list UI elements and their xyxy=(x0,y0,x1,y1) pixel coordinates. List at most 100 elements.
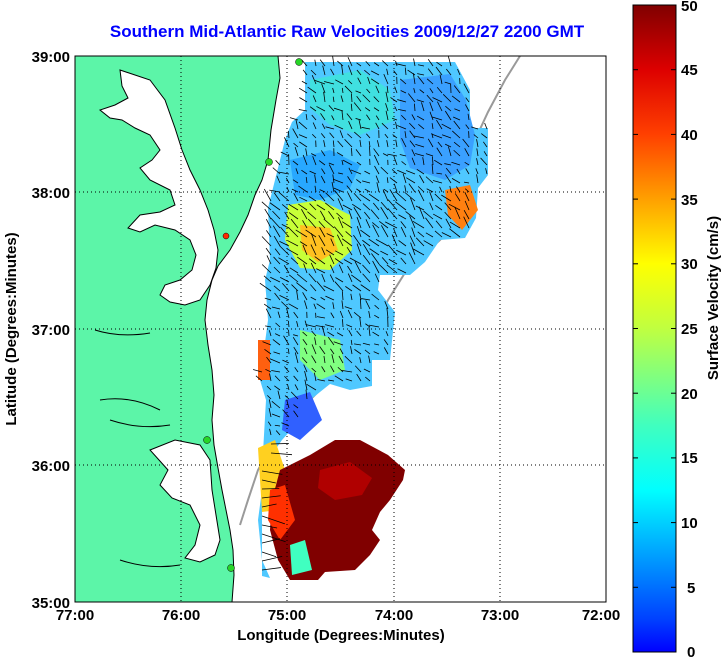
velocity-arrow xyxy=(353,207,362,220)
velocity-arrow xyxy=(464,161,470,166)
velocity-arrow xyxy=(369,248,380,256)
velocity-arrow xyxy=(387,208,398,220)
velocity-arrow xyxy=(432,156,434,166)
velocity-arrow xyxy=(400,221,407,229)
velocity-arrow xyxy=(464,104,470,112)
velocity-arrow xyxy=(359,139,362,148)
velocity-arrow xyxy=(339,348,344,355)
y-tick-label: 36:00 xyxy=(32,458,70,475)
velocity-arrow xyxy=(374,314,380,319)
velocity-arrow xyxy=(296,321,299,328)
velocity-arrow xyxy=(372,331,380,337)
velocity-arrow xyxy=(415,153,425,157)
velocity-arrow xyxy=(445,105,452,112)
velocity-arrow xyxy=(409,215,416,229)
velocity-arrow xyxy=(353,311,362,319)
velocity-arrow xyxy=(464,191,470,202)
velocity-arrow xyxy=(400,257,407,265)
velocity-arrow xyxy=(376,140,380,148)
velocity-arrow xyxy=(464,200,470,211)
velocity-arrow xyxy=(413,135,425,139)
velocity-arrow xyxy=(485,168,488,175)
velocity-arrow xyxy=(397,125,407,130)
velocity-arrow xyxy=(383,339,389,346)
velocity-arrow xyxy=(261,201,272,211)
velocity-arrow xyxy=(407,93,416,103)
velocity-arrow xyxy=(269,428,272,436)
velocity-arrow xyxy=(274,333,281,337)
velocity-arrow xyxy=(393,183,398,193)
velocity-arrow xyxy=(381,225,389,238)
colorbar-tick-label: 5 xyxy=(687,580,695,597)
velocity-arrow xyxy=(269,373,272,382)
velocity-arrow xyxy=(475,168,479,175)
velocity-arrow xyxy=(431,123,434,130)
velocity-arrow xyxy=(397,268,407,274)
velocity-arrow xyxy=(305,177,308,184)
velocity-arrow xyxy=(444,211,452,220)
velocity-arrow xyxy=(332,96,335,103)
velocity-arrow xyxy=(387,153,398,157)
velocity-arrow xyxy=(393,70,398,76)
velocity-arrow xyxy=(298,185,308,193)
velocity-arrow xyxy=(400,90,407,94)
velocity-arrow xyxy=(269,358,281,364)
velocity-arrow xyxy=(328,162,335,166)
velocity-arrow xyxy=(261,264,272,274)
velocity-arrow xyxy=(307,211,317,220)
velocity-arrow xyxy=(329,254,335,265)
velocity-arrow xyxy=(404,131,407,139)
velocity-arrow xyxy=(359,299,362,310)
velocity-arrow xyxy=(282,409,290,418)
y-axis-ticks: 39:00 38:00 37:00 36:00 35:00 xyxy=(32,49,70,612)
velocity-arrow xyxy=(305,389,308,400)
velocity-arrow xyxy=(389,189,398,202)
velocity-arrow xyxy=(465,97,470,103)
velocity-arrow xyxy=(356,216,362,229)
velocity-arrow xyxy=(334,250,344,256)
velocity-arrow xyxy=(412,73,416,85)
velocity-arrow xyxy=(439,74,443,85)
velocity-arrow xyxy=(435,66,443,76)
velocity-arrow xyxy=(425,176,434,184)
velocity-arrow xyxy=(310,233,317,247)
velocity-arrow xyxy=(287,130,290,139)
velocity-arrow xyxy=(462,138,470,148)
velocity-arrow xyxy=(304,300,308,310)
velocity-arrow xyxy=(354,343,362,346)
velocity-arrow xyxy=(310,262,317,274)
velocity-arrow xyxy=(425,153,434,157)
velocity-arrow xyxy=(262,341,272,346)
velocity-arrow xyxy=(268,330,272,337)
velocity-arrow xyxy=(356,226,362,238)
velocity-arrow xyxy=(406,170,416,175)
velocity-arrow xyxy=(294,352,299,364)
velocity-arrow xyxy=(311,114,317,121)
velocity-arrow xyxy=(464,148,470,157)
velocity-arrow xyxy=(266,356,272,364)
velocity-arrow xyxy=(347,133,353,139)
velocity-arrow xyxy=(342,159,353,166)
velocity-arrow xyxy=(398,214,407,220)
velocity-arrow xyxy=(288,303,299,310)
velocity-arrow xyxy=(476,174,479,184)
velocity-arrow xyxy=(426,188,434,193)
land-area xyxy=(75,56,281,602)
velocity-arrow xyxy=(333,226,344,238)
velocity-arrow xyxy=(360,229,371,238)
velocity-arrow xyxy=(411,149,416,157)
x-tick-label: 76:00 xyxy=(162,607,200,624)
velocity-arrow xyxy=(357,77,362,85)
velocity-arrows xyxy=(253,56,488,571)
velocity-arrow xyxy=(432,97,443,103)
velocity-arrow xyxy=(314,80,326,85)
velocity-arrow xyxy=(453,141,461,148)
x-tick-label: 75:00 xyxy=(268,607,306,624)
velocity-arrow xyxy=(348,121,353,130)
velocity-arrow xyxy=(311,344,317,355)
velocity-arrow xyxy=(417,186,425,193)
velocity-arrow xyxy=(325,202,335,211)
x-axis-ticks: 77:00 76:00 75:00 74:00 73:00 72:00 xyxy=(56,607,620,624)
velocity-arrow xyxy=(350,103,353,112)
map-grid xyxy=(75,56,606,602)
